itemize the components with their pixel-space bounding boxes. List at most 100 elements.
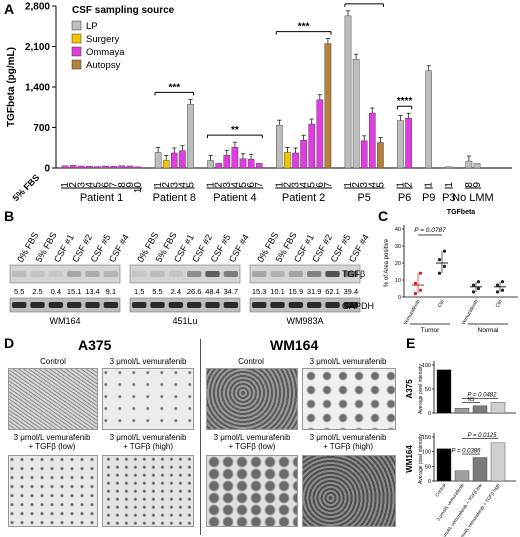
panel-e-charts: A375 Average pixel intensity 0 50 100 P = 0.0… bbox=[406, 361, 516, 537]
p-value: P = 0.0125 bbox=[468, 433, 498, 439]
a375-vemu-image bbox=[102, 368, 194, 430]
bar-tick-label: 5 bbox=[238, 182, 249, 188]
legend-title: CSF sampling source bbox=[72, 5, 175, 16]
bar-tick-label: 6 bbox=[246, 182, 257, 188]
chart-title: WM164 bbox=[406, 445, 414, 473]
baseline-label: 5% FBS bbox=[11, 172, 42, 203]
y-tick-label: 0 bbox=[428, 411, 431, 417]
bar-tick-label: 8 bbox=[117, 182, 128, 188]
category-label: Ctrl bbox=[437, 299, 446, 309]
y-tick-label: 40 bbox=[395, 227, 401, 233]
a375-high-image bbox=[102, 455, 194, 527]
sig-stars: *** bbox=[298, 22, 310, 33]
p-value: P = 0.0482 bbox=[468, 393, 498, 399]
bar bbox=[231, 146, 239, 169]
bar bbox=[126, 165, 134, 169]
chart-title: A375 bbox=[406, 379, 414, 399]
bar bbox=[377, 142, 384, 169]
group-label: P6 bbox=[398, 192, 411, 204]
bar bbox=[207, 160, 214, 169]
legend-label: LP bbox=[86, 21, 98, 32]
a375-high-caption: 3 μmol/L vemurafenib + TGFβ (high) bbox=[109, 433, 187, 451]
gapdh-band bbox=[48, 302, 63, 308]
bar bbox=[61, 165, 69, 169]
gapdh-blot bbox=[249, 297, 361, 313]
tgfb-blot bbox=[249, 264, 361, 284]
band-value: 39.4 bbox=[344, 287, 359, 296]
bar-tick-label: 5 bbox=[307, 182, 318, 188]
y-tick-label: 2,800 bbox=[25, 2, 50, 13]
bar bbox=[425, 70, 433, 169]
band-value: 0.4 bbox=[51, 287, 61, 296]
tgfb-band bbox=[270, 271, 285, 277]
bar bbox=[360, 140, 368, 169]
bar-tick-label: 4 bbox=[367, 182, 378, 188]
bar-tick-label: 1 bbox=[274, 182, 285, 188]
group-label-normal: Normal bbox=[478, 327, 500, 334]
sig-stars: *** bbox=[168, 82, 180, 93]
wm164-title: WM164 bbox=[270, 337, 319, 353]
gapdh-band bbox=[288, 302, 303, 308]
band-value: 31.9 bbox=[307, 287, 322, 296]
y-tick-label: 10 bbox=[395, 278, 401, 284]
tgfb-band bbox=[223, 271, 238, 277]
data-point bbox=[476, 286, 481, 291]
bar bbox=[86, 166, 93, 169]
panel-label-b: B bbox=[4, 208, 15, 224]
a375-low-image bbox=[8, 455, 98, 527]
band-value: 34.7 bbox=[224, 287, 239, 296]
p-value: P = 0.0787 bbox=[414, 227, 446, 234]
panel-label-d: D bbox=[4, 335, 15, 351]
panel-c-chart: TGFbeta % of Area positive 0 10 20 30 40 Vemura… bbox=[384, 209, 518, 334]
bar-tick-label: 9 bbox=[472, 182, 483, 188]
bar bbox=[352, 59, 360, 169]
group-label: P3 bbox=[442, 192, 455, 204]
bar-tick-label: 3 bbox=[359, 182, 370, 188]
bar bbox=[344, 15, 352, 169]
bar bbox=[170, 152, 178, 169]
data-point bbox=[418, 288, 423, 292]
bar bbox=[276, 124, 283, 169]
p-value-2: P = 0.0386 bbox=[452, 449, 482, 455]
row-label-tgfb: TGFβ bbox=[342, 269, 365, 279]
a375-title: A375 bbox=[78, 337, 112, 353]
bar bbox=[473, 163, 481, 169]
panel-label-c: C bbox=[378, 208, 389, 224]
tgfb-band bbox=[325, 271, 340, 277]
group-label: P9 bbox=[422, 192, 435, 204]
gapdh-band bbox=[325, 302, 340, 308]
bar bbox=[369, 112, 376, 169]
band-value: 1.5 bbox=[134, 287, 144, 296]
bar-tick-label: 2 bbox=[351, 182, 362, 188]
bar bbox=[454, 470, 470, 482]
bar-tick-label: 1 bbox=[206, 182, 217, 188]
bar-tick-label: 10 bbox=[133, 182, 144, 194]
y-axis-label: Average pixel intensity bbox=[418, 434, 424, 484]
y-axis-label: Average pixel intensity bbox=[418, 364, 424, 414]
bar-tick-label: 5 bbox=[186, 182, 197, 188]
sig-stars: ** bbox=[231, 125, 239, 136]
wm164-high-caption: 3 μmol/L vemurafenib + TGFβ (high) bbox=[309, 433, 387, 451]
group-label: No LMM bbox=[452, 192, 494, 204]
bar-tick-label: 9 bbox=[125, 182, 136, 188]
group-label: Patient 8 bbox=[153, 192, 196, 204]
tgfb-band bbox=[252, 271, 267, 277]
bar bbox=[490, 402, 506, 414]
bar-tick-label: 1 bbox=[60, 182, 71, 188]
bar bbox=[300, 140, 307, 169]
bar-tick-label: 6 bbox=[101, 182, 112, 188]
band-value: 15.9 bbox=[289, 287, 304, 296]
bar-tick-label: 4 bbox=[299, 182, 310, 188]
bar bbox=[308, 123, 316, 169]
bar-tick-label: 2 bbox=[282, 182, 293, 188]
group-label: P5 bbox=[357, 192, 370, 204]
sig-stars: **** bbox=[397, 96, 413, 107]
bar bbox=[316, 99, 324, 169]
legend-label: Ommaya bbox=[86, 47, 125, 58]
bar bbox=[239, 158, 247, 169]
sig-stars: ** bbox=[360, 0, 368, 5]
bar-tick-label: 1 bbox=[343, 182, 354, 188]
category-label: Ctrl bbox=[495, 299, 504, 309]
group-label-tumor: Tumor bbox=[421, 327, 440, 334]
